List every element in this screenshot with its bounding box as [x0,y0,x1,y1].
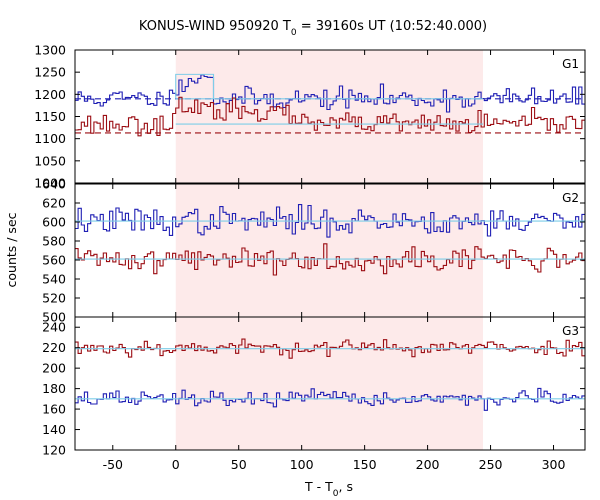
y-tick-label: 1050 [34,153,66,168]
series-blue-step [75,204,585,238]
y-tick-label: 1300 [34,43,66,58]
y-tick-label: 160 [42,402,66,417]
y-tick-label: 140 [42,422,66,437]
panel-g1: 1000 1050 1100 1150 1200 1250 1300 G1 [34,43,586,191]
plot-area: 1000105011001150120012501300G15005205405… [34,43,586,472]
series-red-step [75,96,585,137]
y-tick-label: 120 [42,443,66,458]
fit-peak-blue [175,73,215,99]
y-tick-label: 200 [42,361,66,376]
x-tick-label: 50 [231,457,247,472]
series-blue-step [75,74,585,113]
y-tick-label: 600 [42,215,66,230]
y-tick-label: 560 [42,253,66,268]
chart-title: KONUS-WIND 950920 T0 = 39160s UT (10:52:… [139,19,487,38]
y-tick-label: 580 [42,234,66,249]
y-tick-label: 1250 [34,65,66,80]
y-tick-label: 220 [42,340,66,355]
x-tick-label: 0 [172,457,180,472]
x-axis-label: T - T0, s [304,479,353,499]
y-tick-label: 240 [42,320,66,335]
panel-g2: 500 520 540 560 580 600 620 640 G2 [42,177,586,325]
shaded-interval [175,317,484,450]
series-red-step [75,338,585,359]
y-tick-label: 180 [42,381,66,396]
series-red-step [75,243,585,276]
panel-g3: 120 140 160 180 200 220 240 G3 [42,316,586,458]
y-axis-label: counts / sec [4,212,19,287]
x-tick-label: 300 [542,457,566,472]
y-tick-label: 520 [42,291,66,306]
x-tick-label: -50 [103,457,123,472]
x-tick-label: 250 [479,457,503,472]
x-tick-label: 200 [416,457,440,472]
panel-label: G2 [562,191,579,205]
y-tick-label: 1150 [34,109,66,124]
panel-frame [74,316,586,451]
x-tick-label: 100 [290,457,314,472]
y-tick-label: 540 [42,272,66,287]
y-tick-label: 1200 [34,87,66,102]
panel-label: G1 [562,57,579,71]
panel-label: G3 [562,324,579,338]
y-tick-label: 1100 [34,131,66,146]
y-tick-label: 620 [42,196,66,211]
y-tick-label: 500 [42,310,66,325]
x-tick-label: 150 [353,457,377,472]
shaded-interval [175,50,484,183]
shaded-interval [175,184,484,317]
series-blue-step [75,387,585,411]
y-tick-label: 640 [42,177,66,192]
y-tick-label: 1000 [34,176,66,191]
